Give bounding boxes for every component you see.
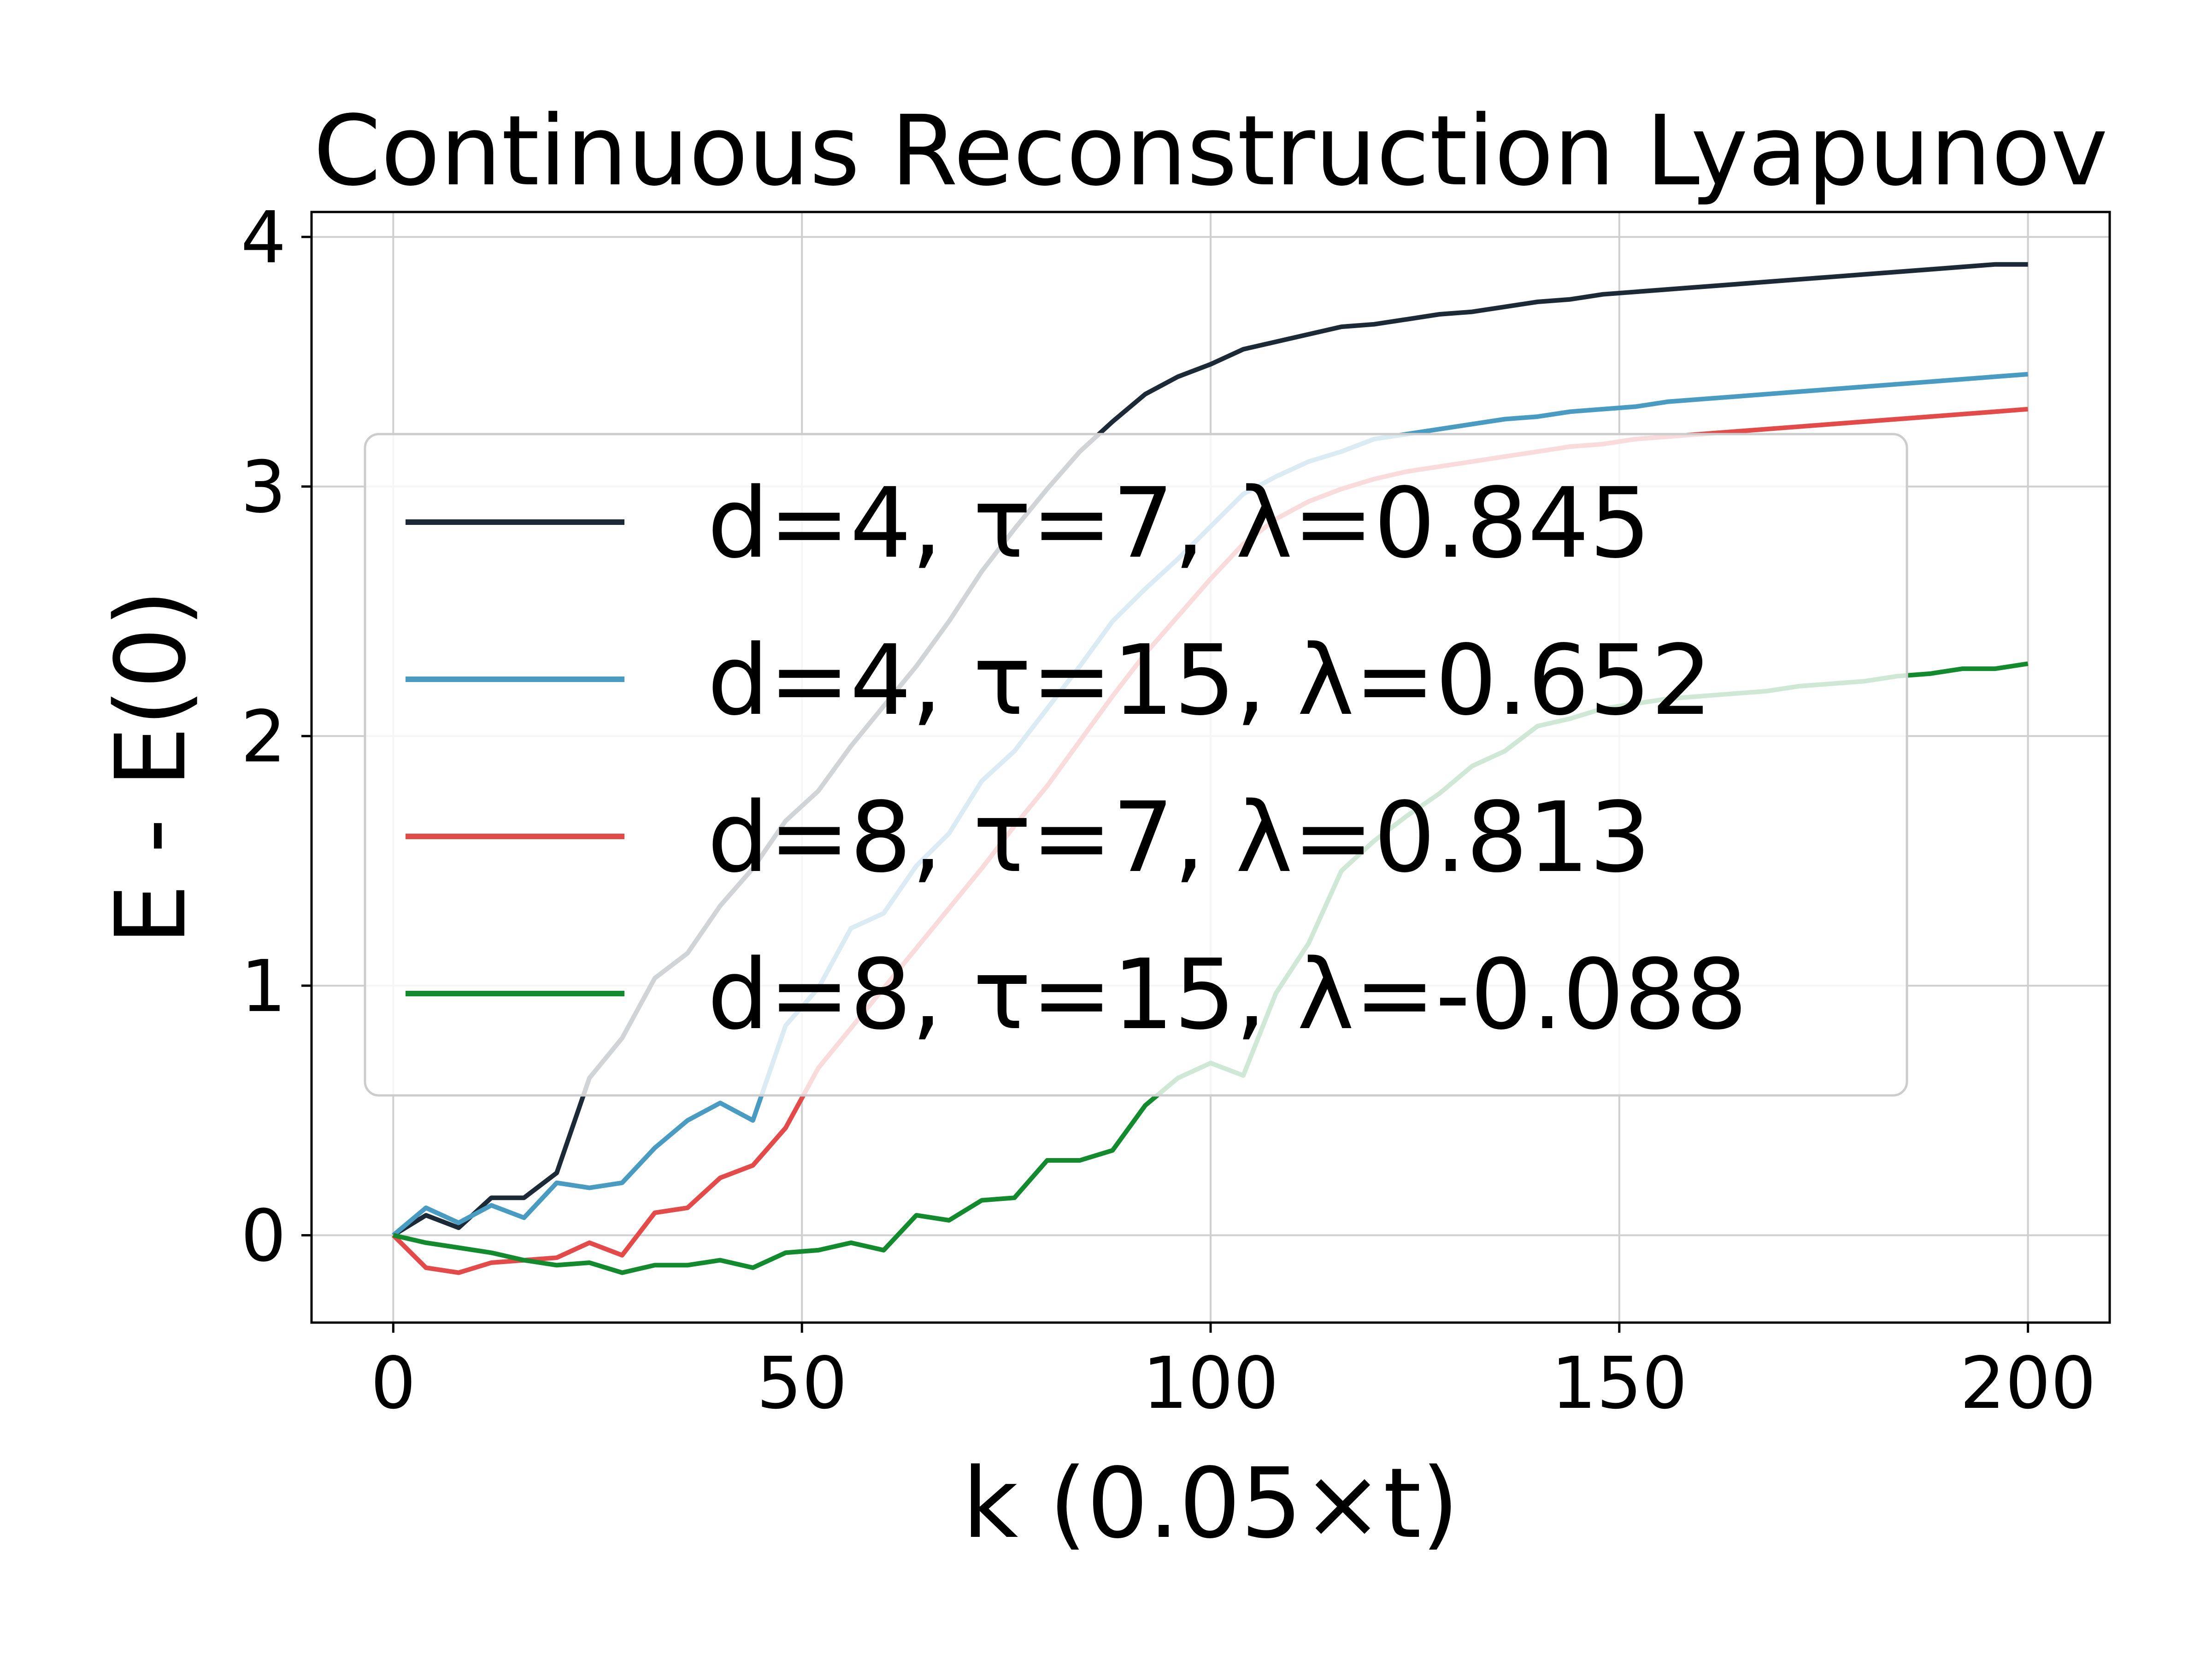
x-tick-label: 0 — [371, 1341, 416, 1425]
legend: d=4, τ=7, λ=0.845 d=4, τ=15, λ=0.652 d=8, … — [364, 433, 1908, 1097]
x-tick-label: 200 — [1960, 1341, 2096, 1425]
legend-label: d=4, τ=15, λ=0.652 — [707, 624, 1712, 737]
chart-title: Continuous Reconstruction Lyapunov — [313, 94, 2108, 207]
legend-label: d=8, τ=7, λ=0.813 — [707, 781, 1651, 894]
axis-ticks: 0 50 100 150 200 0 1 2 3 4 — [241, 196, 2096, 1425]
y-axis-label: E - E(0) — [94, 589, 207, 945]
legend-box — [364, 433, 1908, 1097]
y-tick-label: 3 — [241, 446, 286, 529]
y-tick-label: 4 — [241, 196, 286, 279]
x-axis-label: k (0.05×t) — [962, 1447, 1459, 1560]
x-tick-label: 150 — [1551, 1341, 1688, 1425]
x-tick-label: 100 — [1142, 1341, 1279, 1425]
x-tick-label: 50 — [757, 1341, 847, 1425]
y-tick-label: 0 — [241, 1194, 286, 1277]
legend-label: d=8, τ=15, λ=-0.088 — [707, 938, 1747, 1051]
y-tick-label: 2 — [241, 695, 286, 778]
legend-label: d=4, τ=7, λ=0.845 — [707, 467, 1651, 580]
y-tick-label: 1 — [241, 945, 286, 1028]
